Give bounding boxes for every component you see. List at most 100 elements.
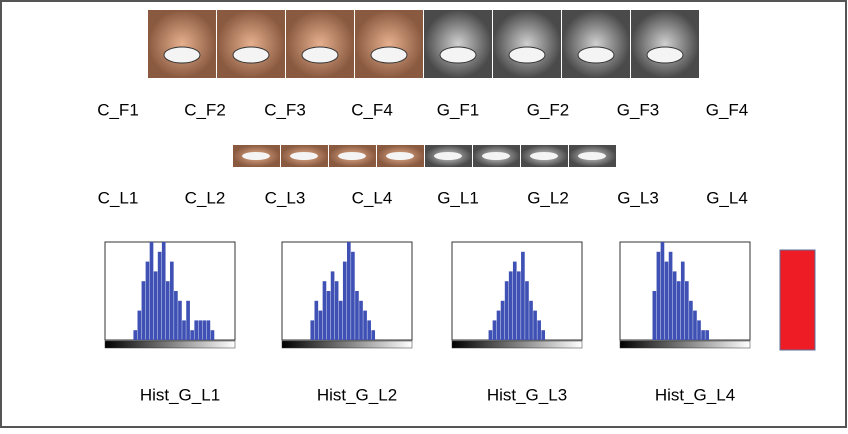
histogram-bar bbox=[310, 320, 315, 340]
face-image bbox=[493, 10, 561, 78]
face-image bbox=[286, 10, 354, 78]
histogram-bar bbox=[202, 320, 207, 340]
face-label: G_F4 bbox=[706, 100, 749, 119]
face-image bbox=[631, 10, 699, 78]
face-smile bbox=[646, 46, 684, 64]
lip-teeth bbox=[386, 152, 414, 160]
histogram-bar bbox=[133, 330, 138, 340]
histogram-bar bbox=[334, 281, 339, 340]
face-smile bbox=[163, 46, 201, 64]
face-label: C_F2 bbox=[184, 100, 226, 119]
lip-label: C_L3 bbox=[265, 188, 306, 207]
lip-teeth bbox=[434, 152, 462, 160]
histogram-bar bbox=[697, 320, 701, 340]
histogram-bar bbox=[367, 320, 371, 340]
histogram-bar bbox=[496, 310, 501, 340]
face-image bbox=[355, 10, 423, 78]
face-image bbox=[148, 10, 216, 78]
histogram-bar bbox=[533, 310, 537, 340]
histogram-bar bbox=[149, 242, 154, 340]
histogram-bar bbox=[521, 251, 525, 340]
histogram-bar bbox=[355, 291, 359, 340]
histogram-bar bbox=[198, 320, 203, 340]
histogram-bar bbox=[351, 251, 355, 340]
face-label: C_F1 bbox=[97, 100, 139, 119]
histogram-bar bbox=[206, 320, 211, 340]
histogram-bar bbox=[500, 300, 505, 340]
histogram-bar bbox=[512, 261, 517, 340]
histogram-bar bbox=[685, 281, 689, 340]
histogram-bar bbox=[508, 271, 513, 340]
lip-teeth bbox=[242, 152, 270, 160]
lip-label: C_L1 bbox=[98, 188, 139, 207]
histogram-bar bbox=[676, 281, 681, 340]
face-label: G_F2 bbox=[527, 100, 570, 119]
face-image bbox=[424, 10, 492, 78]
histogram-bar bbox=[194, 320, 199, 340]
histogram-bar bbox=[190, 330, 194, 340]
histogram-bar bbox=[153, 271, 158, 340]
histogram-bar bbox=[541, 330, 546, 340]
histogram-bar bbox=[145, 261, 150, 340]
lip-teeth bbox=[290, 152, 318, 160]
face-smile bbox=[370, 46, 408, 64]
histogram-bar bbox=[668, 251, 673, 340]
histogram-bar bbox=[680, 261, 685, 340]
lip-label: G_L1 bbox=[437, 188, 479, 207]
histogram-bar bbox=[672, 271, 677, 340]
histogram-bar bbox=[347, 242, 351, 340]
histogram-bar bbox=[137, 310, 142, 340]
gray-scale-bar bbox=[281, 340, 413, 349]
face-label: C_F4 bbox=[351, 100, 393, 119]
face-image bbox=[562, 10, 630, 78]
histogram-bar bbox=[318, 310, 323, 340]
histogram-bar bbox=[689, 300, 693, 340]
lip-label: G_L4 bbox=[706, 188, 748, 207]
lip-label: G_L3 bbox=[617, 188, 659, 207]
histogram-bar bbox=[656, 251, 661, 340]
histogram-bar bbox=[161, 242, 166, 340]
lip-teeth bbox=[578, 152, 606, 160]
lip-label: C_L4 bbox=[352, 188, 393, 207]
color-swatch bbox=[779, 249, 816, 351]
histogram-label: Hist_G_L2 bbox=[317, 385, 397, 404]
histogram-bar bbox=[517, 271, 521, 340]
face-label: G_F3 bbox=[617, 100, 660, 119]
face-image bbox=[217, 10, 285, 78]
histogram-bar bbox=[330, 271, 335, 340]
gray-scale-bar bbox=[104, 340, 236, 349]
face-label: C_F3 bbox=[264, 100, 306, 119]
face-smile bbox=[577, 46, 615, 64]
histogram-bar bbox=[141, 281, 146, 340]
histogram-label: Hist_G_L4 bbox=[655, 385, 735, 404]
lip-teeth bbox=[482, 152, 510, 160]
lip-teeth bbox=[338, 152, 366, 160]
histogram-bar bbox=[322, 281, 327, 340]
histogram-bar bbox=[210, 330, 215, 340]
histogram-bar bbox=[178, 300, 182, 340]
face-label: G_F1 bbox=[437, 100, 480, 119]
lip-teeth bbox=[530, 152, 558, 160]
face-smile bbox=[508, 46, 546, 64]
histogram-label: Hist_G_L1 bbox=[140, 385, 220, 404]
histogram-bar bbox=[182, 320, 186, 340]
histogram-bar bbox=[529, 300, 533, 340]
histogram-bar bbox=[701, 330, 705, 340]
histogram-bar bbox=[664, 261, 669, 340]
face-smile bbox=[232, 46, 270, 64]
histogram-bar bbox=[660, 242, 665, 340]
histogram-bar bbox=[504, 281, 509, 340]
histogram-bar bbox=[170, 261, 174, 340]
histogram-bar bbox=[359, 300, 363, 340]
histogram-bar bbox=[165, 281, 170, 340]
histogram-bar bbox=[186, 300, 190, 340]
face-smile bbox=[301, 46, 339, 64]
lip-label: G_L2 bbox=[527, 188, 569, 207]
lip-label: C_L2 bbox=[185, 188, 226, 207]
histogram-bar bbox=[488, 330, 493, 340]
face-smile bbox=[439, 46, 477, 64]
histogram-label: Hist_G_L3 bbox=[487, 385, 567, 404]
histogram-bar bbox=[157, 251, 162, 340]
